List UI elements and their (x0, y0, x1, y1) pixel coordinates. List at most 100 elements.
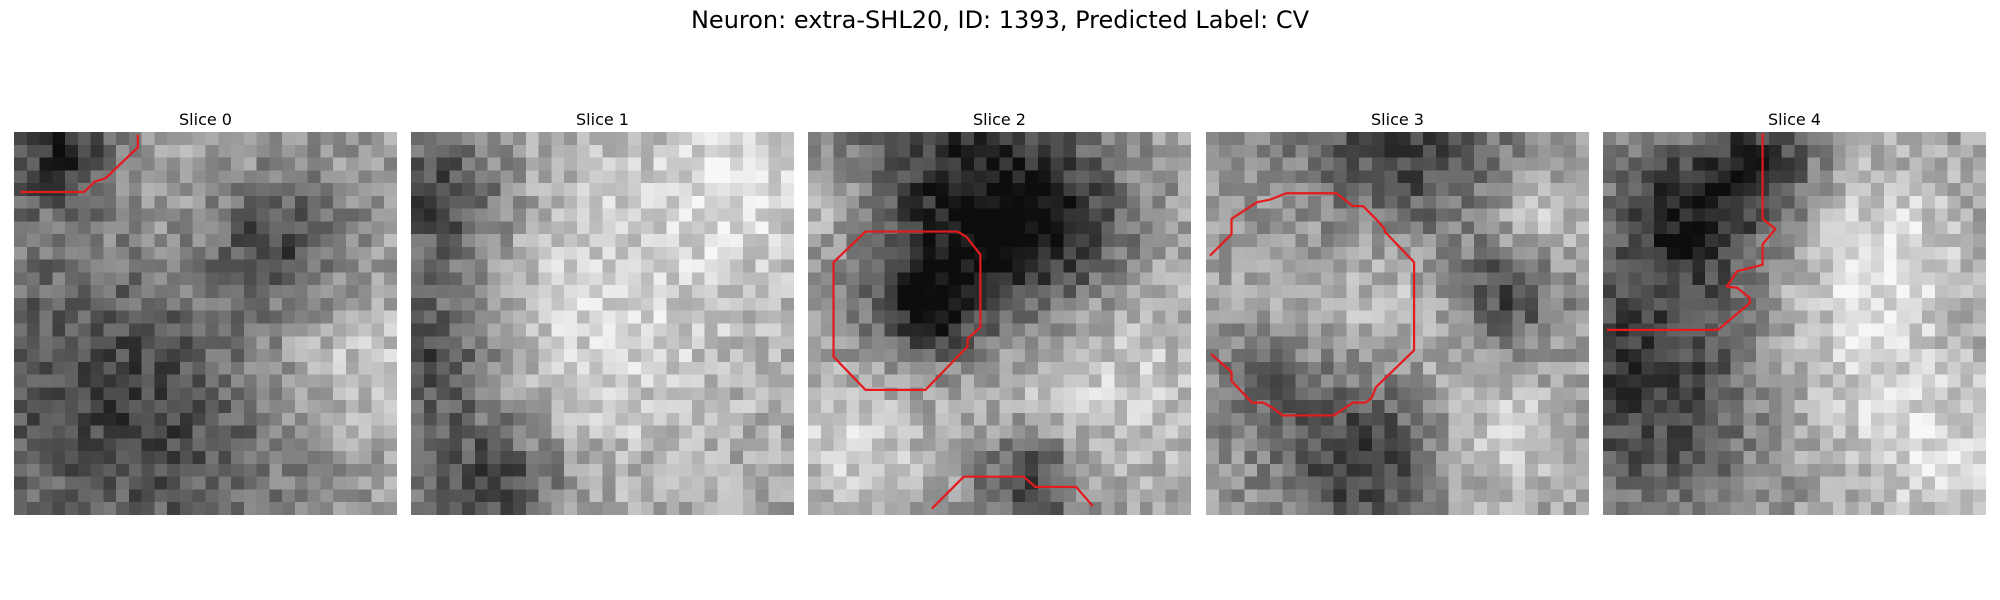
pixel (935, 195, 949, 209)
pixel (1486, 259, 1500, 273)
pixel (1641, 132, 1655, 146)
pixel (1654, 208, 1668, 222)
pixel (1423, 297, 1437, 311)
pixel (1794, 425, 1808, 439)
pixel (1896, 259, 1910, 273)
pixel (1807, 361, 1821, 375)
pixel (1461, 183, 1475, 197)
pixel (691, 195, 705, 209)
pixel (1525, 132, 1539, 146)
pixel (871, 400, 885, 414)
pixel (1730, 246, 1744, 260)
pixel (103, 489, 117, 503)
pixel (1858, 400, 1872, 414)
pixel (1550, 195, 1564, 209)
pixel (1063, 349, 1077, 363)
pixel (1410, 221, 1424, 235)
pixel (52, 336, 66, 350)
pixel (487, 183, 501, 197)
pixel (231, 374, 245, 388)
pixel (358, 374, 372, 388)
pixel (564, 310, 578, 324)
pixel (1218, 208, 1232, 222)
pixel (282, 297, 296, 311)
pixel (1359, 336, 1373, 350)
pixel (192, 489, 206, 503)
pixel (871, 349, 885, 363)
pixel (1820, 361, 1834, 375)
pixel (973, 400, 987, 414)
pixel (1012, 259, 1026, 273)
pixel (345, 323, 359, 337)
pixel (384, 502, 397, 515)
pixel (1448, 425, 1462, 439)
pixel (730, 132, 744, 146)
pixel (704, 208, 718, 222)
pixel (730, 438, 744, 452)
pixel (589, 349, 603, 363)
pixel (1269, 336, 1283, 350)
pixel (1973, 170, 1986, 184)
pixel (768, 387, 782, 401)
pixel (525, 170, 539, 184)
pixel (1922, 221, 1936, 235)
pixel (1641, 183, 1655, 197)
pixel (755, 208, 769, 222)
pixel (243, 476, 257, 490)
pixel (1563, 157, 1577, 171)
pixel (1206, 387, 1220, 401)
pixel (1832, 361, 1846, 375)
pixel (1934, 234, 1948, 248)
pixel (1152, 476, 1166, 490)
pixel (192, 374, 206, 388)
pixel (218, 489, 232, 503)
pixel (474, 451, 488, 465)
pixel (1717, 285, 1731, 299)
pixel (640, 502, 654, 515)
pixel (1615, 361, 1629, 375)
pixel (65, 170, 79, 184)
pixel (551, 132, 565, 146)
pixel (1114, 272, 1128, 286)
pixel (90, 132, 104, 146)
pixel (1206, 336, 1220, 350)
pixel (679, 297, 693, 311)
pixel (1679, 297, 1693, 311)
pixel (1295, 476, 1309, 490)
pixel (1152, 374, 1166, 388)
pixel (1960, 195, 1974, 209)
pixel (961, 387, 975, 401)
pixel (371, 285, 385, 299)
pixel (192, 272, 206, 286)
pixel (1063, 144, 1077, 158)
pixel (1960, 412, 1974, 426)
pixel (1781, 400, 1795, 414)
pixel (564, 489, 578, 503)
pixel (1308, 502, 1322, 515)
pixel (218, 132, 232, 146)
pixel (846, 234, 860, 248)
pixel (1807, 476, 1821, 490)
pixel (615, 195, 629, 209)
pixel (859, 183, 873, 197)
pixel (449, 323, 463, 337)
pixel (1410, 502, 1424, 515)
pixel (1934, 323, 1948, 337)
pixel (333, 195, 347, 209)
pixel (1165, 310, 1179, 324)
pixel (973, 489, 987, 503)
pixel (589, 323, 603, 337)
pixel (679, 234, 693, 248)
pixel (1025, 412, 1039, 426)
pixel (1025, 451, 1039, 465)
pixel (1896, 336, 1910, 350)
pixel (1165, 502, 1179, 515)
pixel (948, 476, 962, 490)
pixel (1295, 336, 1309, 350)
pixel (513, 349, 527, 363)
pixel (500, 349, 514, 363)
pixel (1896, 170, 1910, 184)
pixel (52, 489, 66, 503)
pixel (282, 259, 296, 273)
pixel (141, 451, 155, 465)
